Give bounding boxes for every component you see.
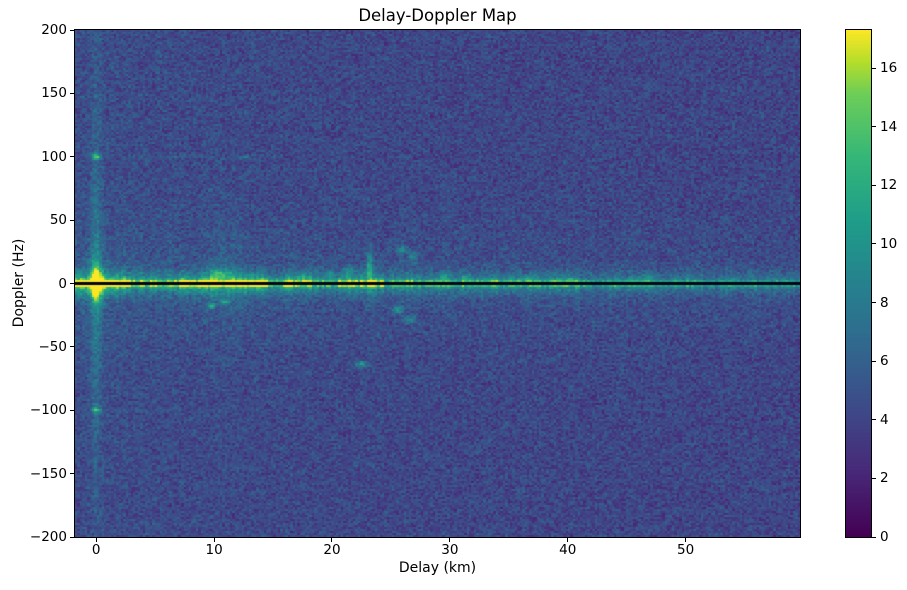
y-tick-label: 100 (41, 148, 67, 165)
y-tick-mark (70, 283, 74, 284)
y-tick-mark (70, 29, 74, 31)
x-tick-mark (567, 538, 569, 542)
y-tick-mark (70, 92, 74, 94)
colorbar-canvas (845, 29, 872, 538)
x-tick-mark (95, 538, 97, 542)
colorbar-tick-mark (872, 184, 876, 186)
colorbar-tick-label: 2 (880, 470, 889, 487)
colorbar-tick-mark (872, 419, 876, 421)
colorbar-tick-mark (872, 536, 876, 538)
y-tick-mark (70, 346, 74, 348)
colorbar-tick-label: 8 (880, 294, 889, 311)
colorbar-tick-label: 12 (880, 177, 898, 194)
x-tick-label: 40 (559, 542, 577, 558)
colorbar-tick-mark (872, 67, 876, 69)
x-tick-label: 10 (205, 542, 223, 558)
colorbar-tick-mark (872, 360, 876, 362)
y-tick-label: −150 (29, 465, 67, 482)
y-tick-label: −50 (38, 338, 68, 355)
colorbar-tick-label: 16 (880, 60, 898, 77)
x-tick-mark (685, 538, 687, 542)
y-tick-label: −200 (29, 529, 67, 545)
y-axis-label: Doppler (Hz) (11, 238, 27, 328)
x-tick-label: 20 (323, 542, 341, 558)
x-tick-mark (449, 538, 451, 542)
colorbar-tick-label: 14 (880, 118, 898, 135)
y-tick-mark (70, 156, 74, 158)
y-tick-label: −100 (29, 402, 67, 419)
heatmap-canvas (74, 29, 801, 538)
plot-title: Delay-Doppler Map (358, 6, 517, 25)
colorbar-tick-label: 10 (880, 235, 898, 252)
y-tick-mark (70, 409, 74, 411)
colorbar-tick-label: 0 (880, 529, 889, 545)
x-axis-label: Delay (km) (398, 560, 477, 576)
y-tick-label: 50 (49, 212, 67, 229)
y-tick-label: 0 (58, 275, 67, 292)
y-tick-mark (70, 536, 74, 538)
y-tick-mark (70, 473, 74, 475)
colorbar-tick-mark (872, 477, 876, 479)
x-tick-mark (331, 538, 333, 542)
colorbar-tick-label: 6 (880, 353, 889, 370)
y-tick-label: 150 (41, 85, 67, 102)
x-tick-label: 30 (441, 542, 459, 558)
colorbar-tick-mark (872, 126, 876, 128)
y-tick-label: 200 (41, 22, 67, 38)
x-tick-label: 0 (91, 542, 101, 558)
x-tick-mark (213, 538, 215, 542)
y-tick-mark (70, 219, 74, 221)
colorbar-tick-mark (872, 302, 876, 304)
colorbar-tick-mark (872, 243, 876, 245)
colorbar-tick-label: 4 (880, 411, 889, 428)
x-tick-label: 50 (677, 542, 695, 558)
